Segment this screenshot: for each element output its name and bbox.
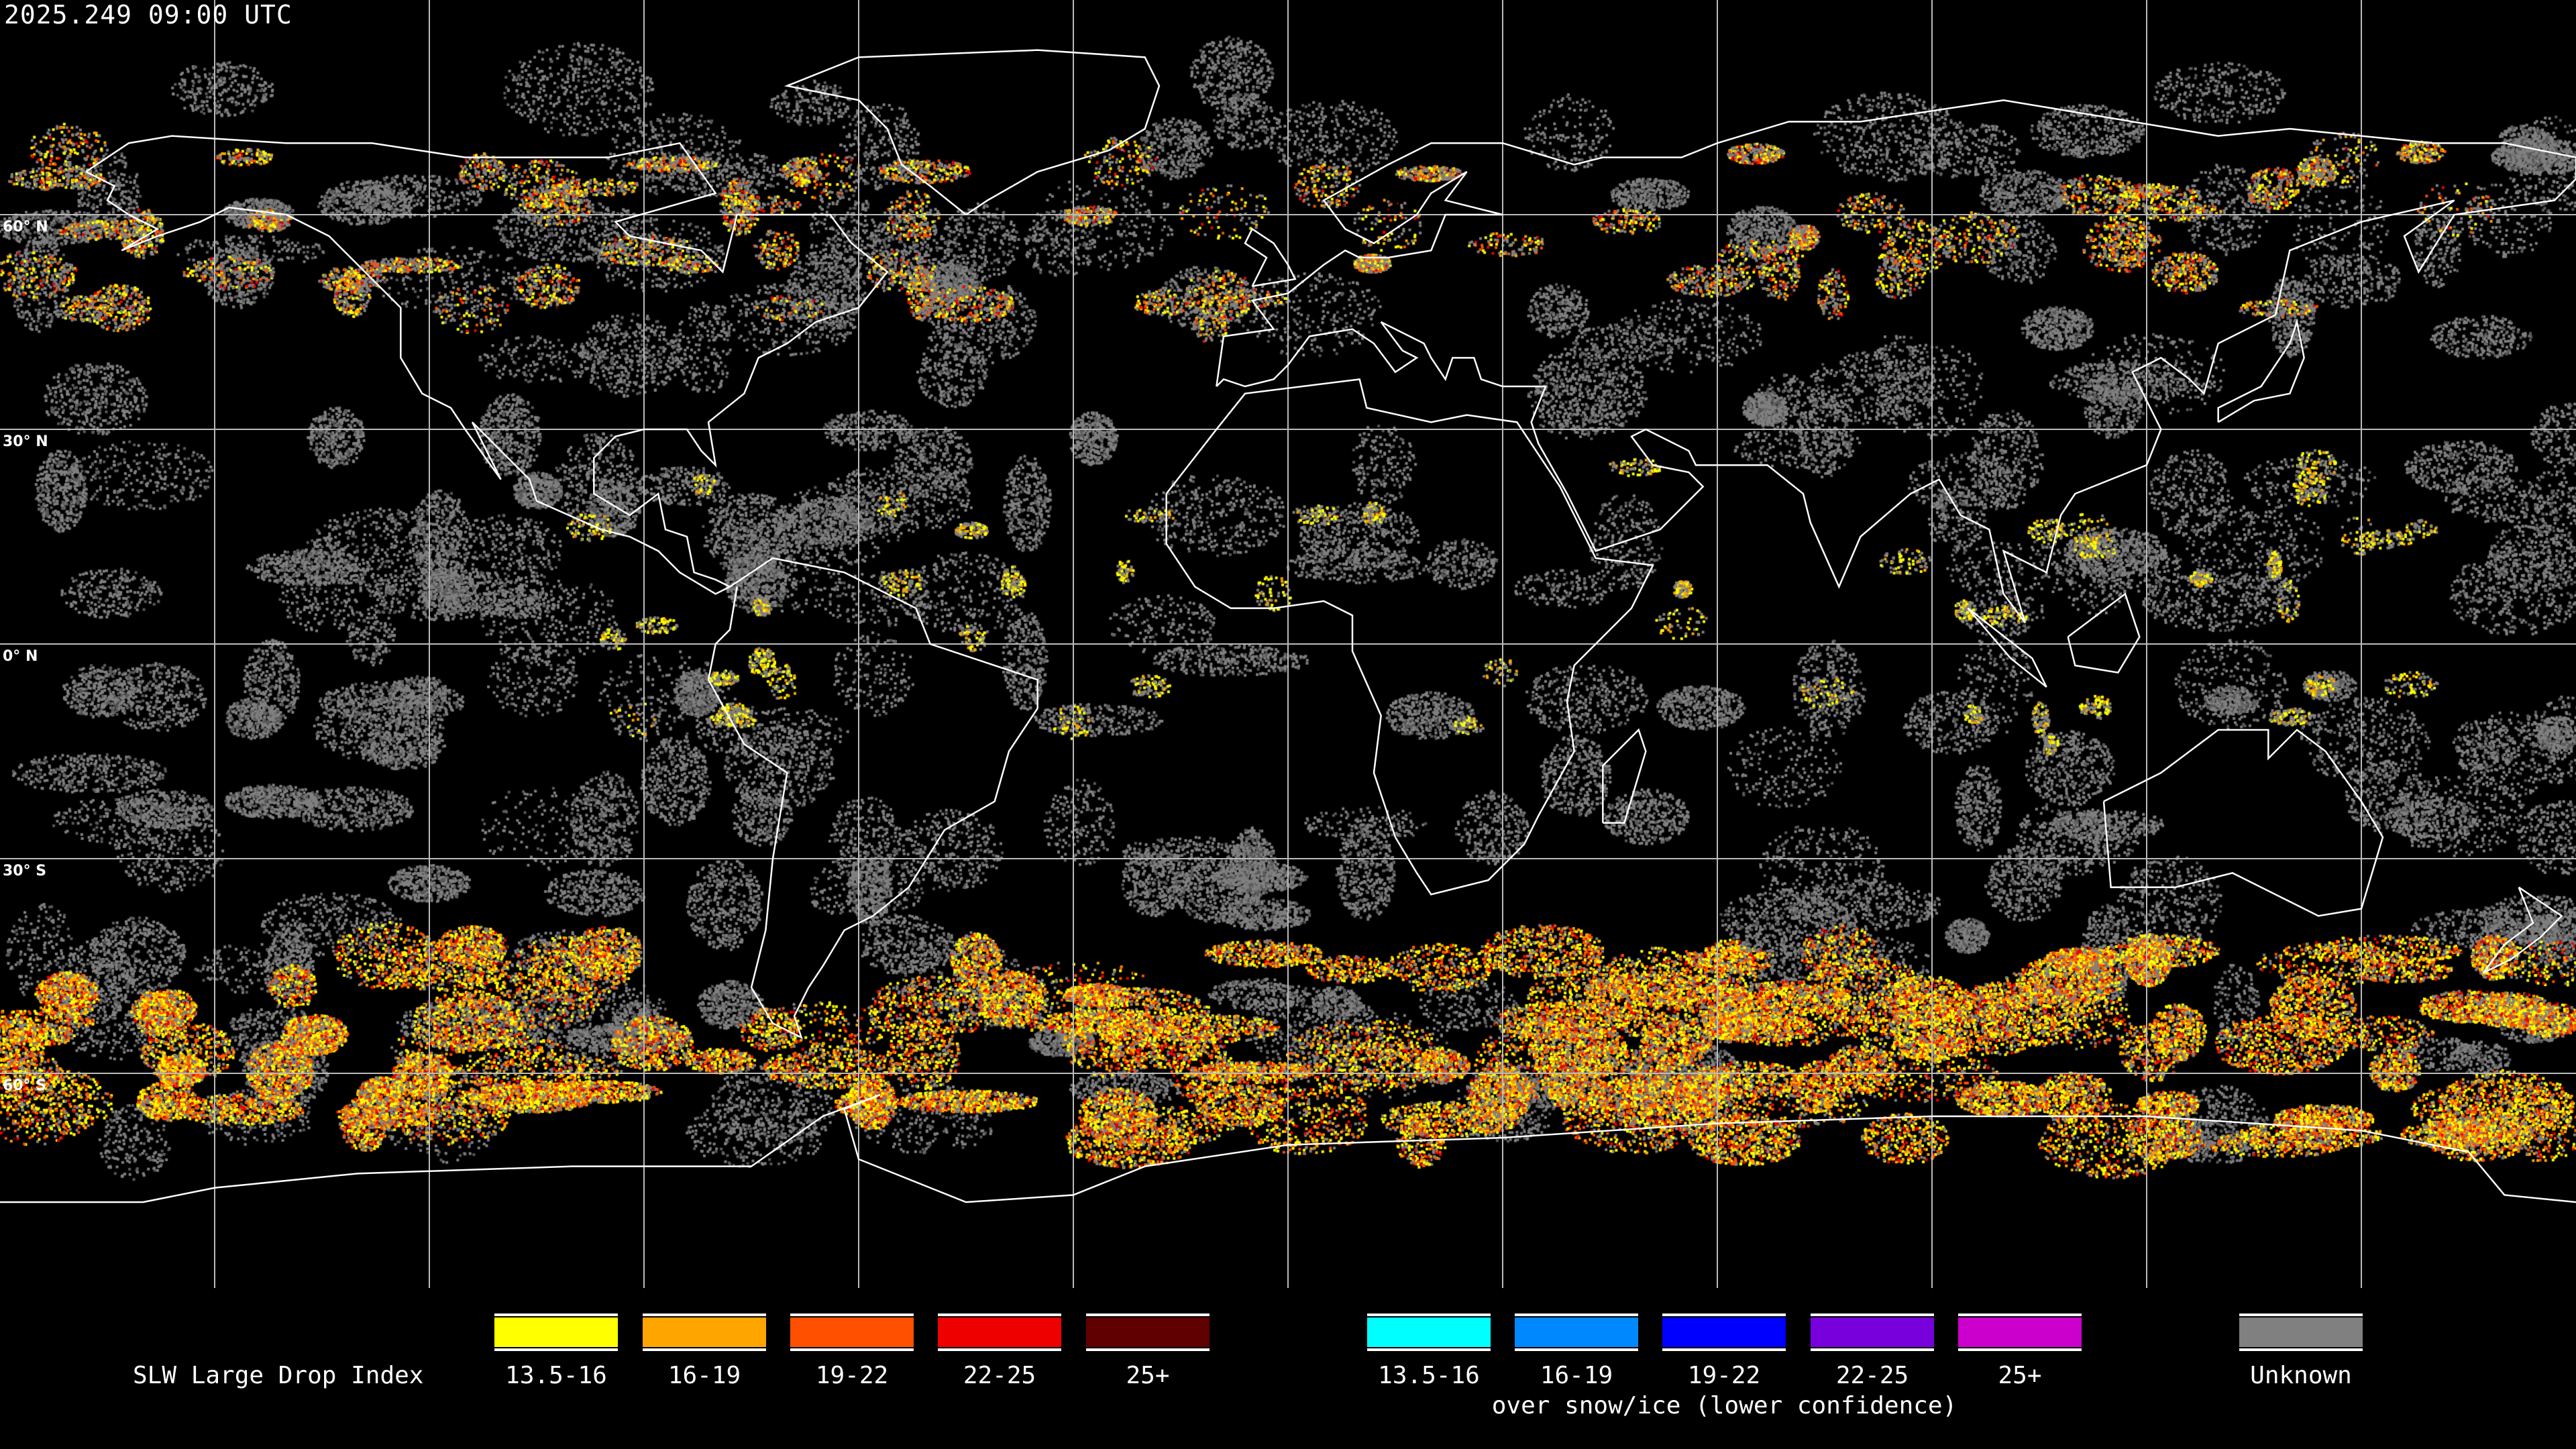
graticule [0,0,2576,1288]
legend-title: SLW Large Drop Index [133,1362,424,1389]
coastlines [0,49,2576,1203]
label-primary-5: 25+ [1126,1362,1170,1389]
coastline-great-britain [1244,227,1297,287]
swatch-snow-4 [1811,1313,1934,1351]
label-snow-5: 25+ [1998,1362,2042,1389]
label-unknown: Unknown [2250,1362,2352,1389]
coastline-madagascar [1602,728,1647,824]
swatch-unknown [2239,1313,2363,1351]
world-map: 2025.249 09:00 UTC 60° N 30° N 0° N 30° … [0,0,2576,1288]
snow-ice-caption: over snow/ice (lower confidence) [1491,1392,1957,1419]
swatch-primary-4 [938,1313,1061,1351]
label-primary-3: 19-22 [815,1362,889,1389]
swatch-primary-5 [1086,1313,1210,1351]
label-primary-4: 22-25 [963,1362,1036,1389]
lat-label-60n: 60° N [3,219,48,235]
coastline-australia [2102,729,2384,917]
coastline-sumatra [1967,607,2047,688]
swatch-snow-5 [1958,1313,2082,1351]
swatch-snow-3 [1662,1313,1786,1351]
coastline-eurasia [1216,99,2576,623]
label-primary-1: 13.5-16 [505,1362,607,1389]
swatch-snow-2 [1515,1313,1638,1351]
lat-label-30n: 30° N [3,433,48,450]
swatch-snow-1 [1367,1313,1491,1351]
label-primary-2: 16-19 [667,1362,741,1389]
coastline-africa [1165,378,1654,896]
legend: SLW Large Drop Index 13.5-16 16-19 19-22… [0,1288,2576,1449]
swatch-primary-1 [494,1313,618,1351]
coastline-antarctica [0,1093,2576,1203]
coastline-japan [2217,319,2305,423]
label-snow-4: 22-25 [1835,1362,1909,1389]
coastline-south-america [707,557,1038,1040]
coastline-new-zealand [2482,886,2563,974]
coastline-north-america [85,135,889,595]
swatch-primary-3 [790,1313,914,1351]
swatch-primary-2 [643,1313,766,1351]
coastline-greenland [784,49,1161,216]
label-snow-3: 19-22 [1687,1362,1761,1389]
label-snow-2: 16-19 [1540,1362,1613,1389]
timestamp-title: 2025.249 09:00 UTC [4,0,292,30]
coastline-borneo [2067,592,2141,674]
lat-label-0n: 0° N [3,648,38,665]
map-overlay [0,0,2576,1288]
label-snow-1: 13.5-16 [1378,1362,1480,1389]
lat-label-60s: 60° S [3,1077,47,1094]
lat-label-30s: 30° S [3,863,47,879]
